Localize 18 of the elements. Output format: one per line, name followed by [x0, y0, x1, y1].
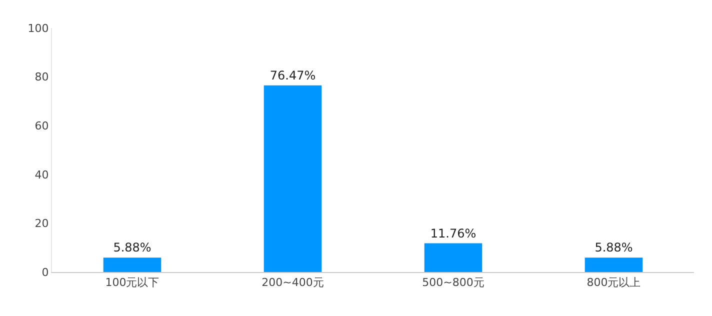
data-label: 11.76% — [430, 226, 476, 240]
y-tick-label: 20 — [34, 217, 49, 230]
data-label: 5.88% — [594, 240, 633, 255]
x-tick-label: 500~800元 — [422, 276, 484, 290]
y-tick-label: 60 — [34, 119, 49, 132]
y-tick-label: 100 — [28, 22, 49, 35]
data-label: 5.88% — [113, 240, 152, 255]
x-tick-label: 200~400元 — [262, 276, 324, 290]
y-tick-label: 80 — [34, 70, 49, 84]
bar — [103, 258, 162, 272]
y-tick-label: 40 — [34, 168, 49, 182]
bar — [424, 243, 482, 272]
bar — [264, 85, 322, 272]
y-tick-label: 0 — [42, 266, 49, 279]
x-tick-label: 800元以上 — [586, 276, 641, 290]
data-label: 76.47% — [270, 68, 316, 82]
bar — [584, 258, 643, 272]
x-tick-label: 100元以下 — [105, 276, 160, 290]
